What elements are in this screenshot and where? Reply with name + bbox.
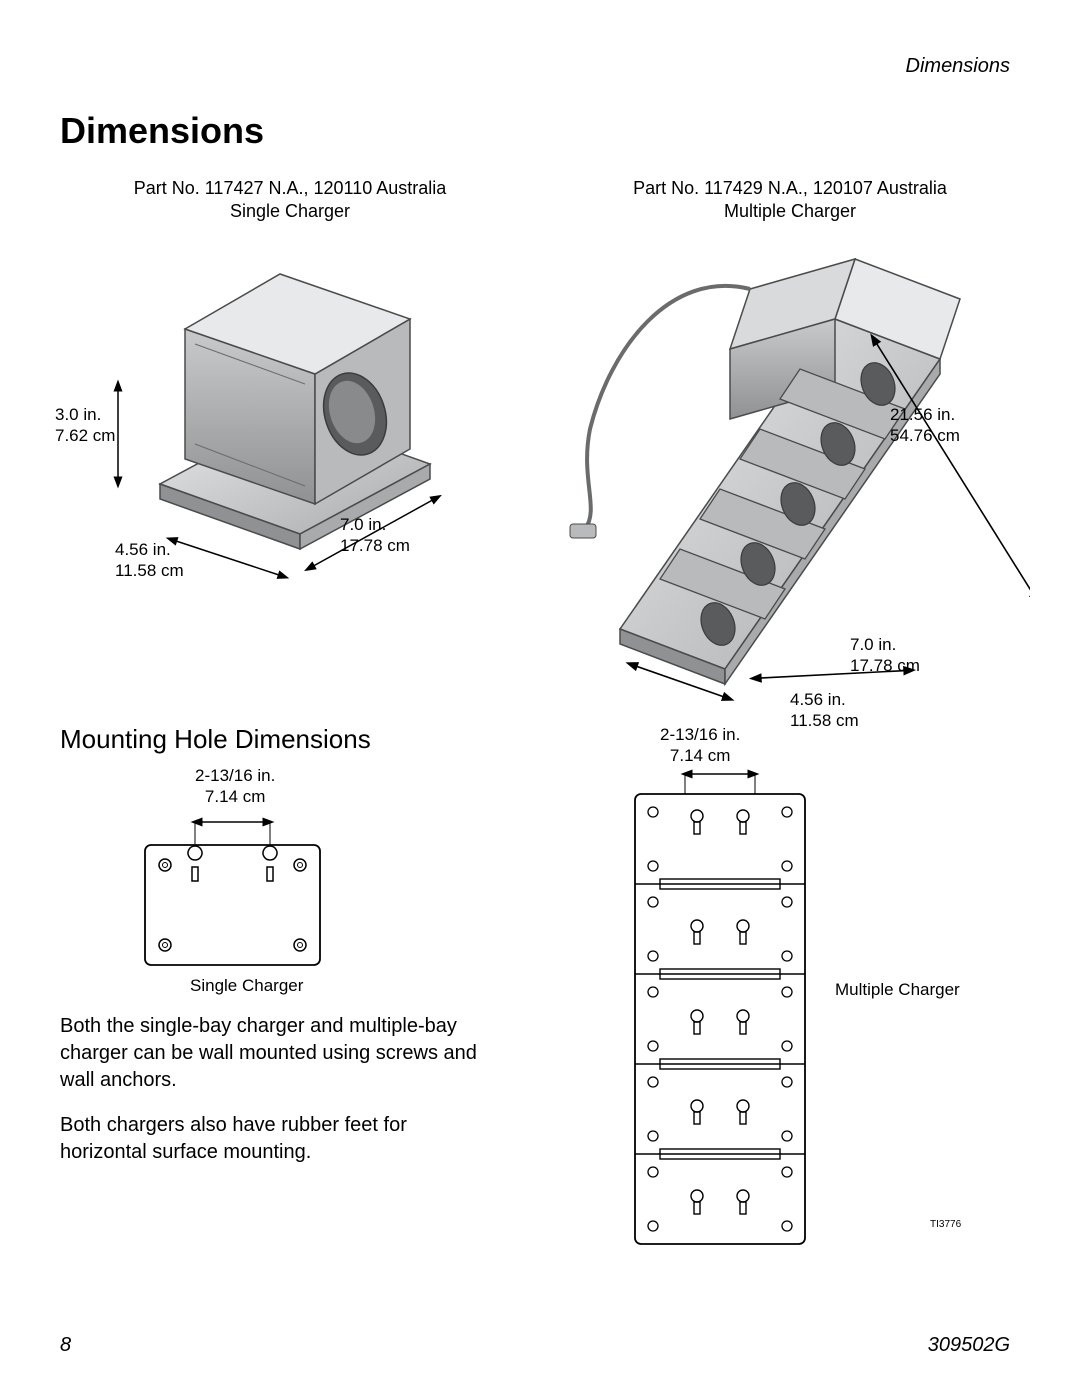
single-dim-w-in: 4.56 in.	[115, 540, 171, 559]
single-dim-h-in: 3.0 in.	[55, 405, 101, 424]
multiple-charger-drawing	[550, 229, 1030, 749]
multiple-type: Multiple Charger	[560, 200, 1020, 223]
multiple-part-no: Part No. 117429 N.A., 120107 Australia	[560, 177, 1020, 200]
mounting-subhead: Mounting Hole Dimensions	[60, 724, 520, 755]
figure-code: TI3776	[930, 1219, 961, 1230]
page-title: Dimensions	[60, 110, 1020, 152]
single-dim-d-in: 7.0 in.	[340, 515, 386, 534]
page: Dimensions Dimensions Part No. 117427 N.…	[0, 0, 1080, 1397]
single-iso-figure: 3.0 in. 7.62 cm 4.56 in. 11.58 cm 7.0 in…	[60, 234, 520, 594]
single-dim-d-cm: 17.78 cm	[340, 536, 410, 555]
multiple-dim-l-in: 21.56 in.	[890, 405, 955, 424]
para-2: Both chargers also have rubber feet for …	[60, 1112, 490, 1166]
single-mount-in: 2-13/16 in.	[195, 766, 275, 785]
single-dim-h: 3.0 in. 7.62 cm	[55, 404, 115, 447]
multiple-dim-l-cm: 54.76 cm	[890, 426, 960, 445]
single-dim-w-cm: 11.58 cm	[115, 561, 184, 580]
multiple-dim-w-in: 4.56 in.	[790, 690, 846, 709]
single-mount-caption: Single Charger	[190, 975, 303, 996]
multiple-dim-d-cm: 17.78 cm	[850, 656, 920, 675]
single-mount-figure: 2-13/16 in. 7.14 cm	[120, 765, 520, 995]
multiple-iso-figure: 21.56 in. 54.76 cm 7.0 in. 17.78 cm 4.56…	[560, 229, 1020, 749]
multiple-mount-dim: 2-13/16 in. 7.14 cm	[660, 724, 740, 767]
figures-row: Part No. 117427 N.A., 120110 Australia S…	[60, 177, 1020, 1244]
multiple-mount-caption: Multiple Charger	[835, 979, 960, 1000]
single-part-no: Part No. 117427 N.A., 120110 Australia	[60, 177, 520, 200]
single-dim-h-cm: 7.62 cm	[55, 426, 115, 445]
header-section: Dimensions	[906, 55, 1010, 78]
multiple-column: Part No. 117429 N.A., 120107 Australia M…	[560, 177, 1020, 1244]
multiple-mount-in: 2-13/16 in.	[660, 725, 740, 744]
multiple-dim-d: 7.0 in. 17.78 cm	[850, 634, 920, 677]
multiple-mount-plate	[605, 764, 865, 1254]
multiple-dim-l: 21.56 in. 54.76 cm	[890, 404, 960, 447]
single-mount-plate	[120, 810, 370, 1000]
multiple-mount-cm: 7.14 cm	[670, 746, 730, 765]
footer-page: 8	[60, 1334, 71, 1357]
single-mount-dim: 2-13/16 in. 7.14 cm	[195, 765, 275, 808]
single-mount-cm: 7.14 cm	[205, 787, 265, 806]
footer-doc: 309502G	[928, 1334, 1010, 1357]
single-column: Part No. 117427 N.A., 120110 Australia S…	[60, 177, 520, 1244]
multiple-dim-d-in: 7.0 in.	[850, 635, 896, 654]
multiple-mount-figure: 2-13/16 in. 7.14 cm	[560, 724, 1020, 1244]
para-1: Both the single-bay charger and multiple…	[60, 1013, 490, 1094]
single-dim-w: 4.56 in. 11.58 cm	[115, 539, 184, 582]
single-type: Single Charger	[60, 200, 520, 223]
single-dim-d: 7.0 in. 17.78 cm	[340, 514, 410, 557]
